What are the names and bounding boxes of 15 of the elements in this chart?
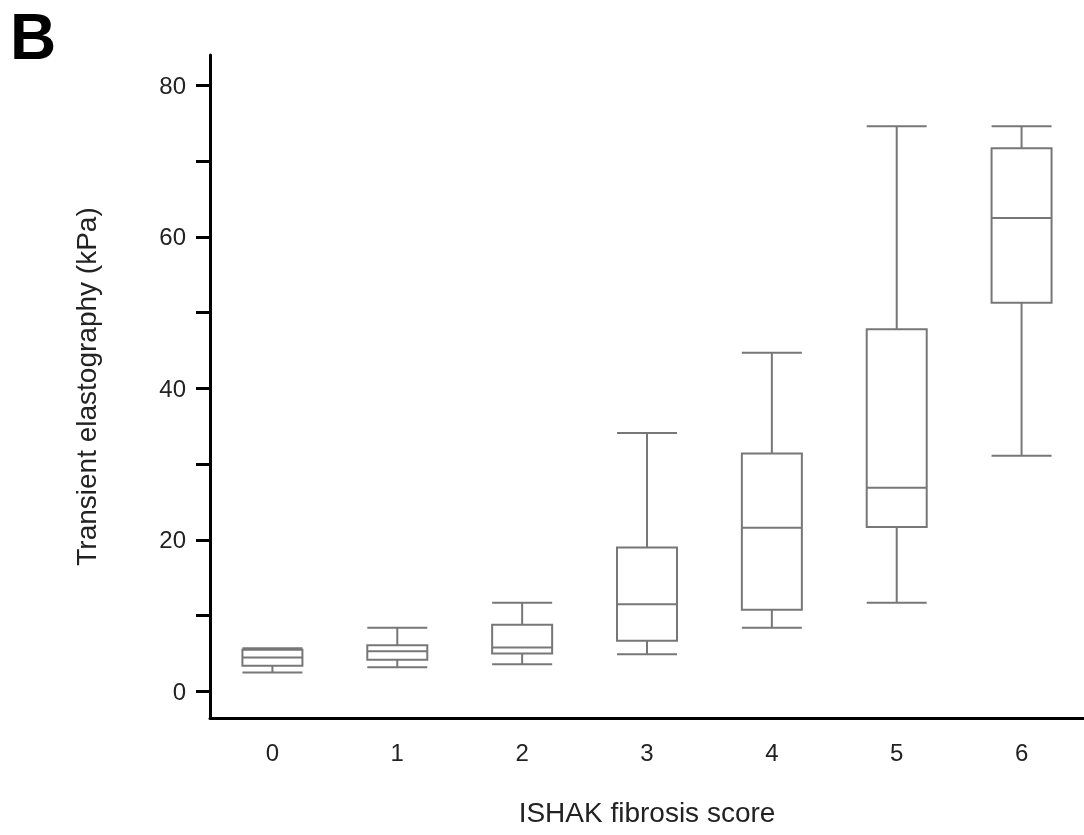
y-tick-label: 0 xyxy=(172,677,186,705)
x-tick-label: 0 xyxy=(265,738,280,766)
x-tick-label: 6 xyxy=(1014,738,1029,766)
x-tick-label: 4 xyxy=(765,738,779,766)
x-tick-label: 2 xyxy=(515,738,529,766)
x-tick-label: 3 xyxy=(640,738,654,766)
y-axis-title: Transient elastography (kPa) xyxy=(70,207,102,566)
y-tick-label: 60 xyxy=(159,223,186,251)
y-tick-label: 80 xyxy=(159,71,186,99)
y-tick-label: 20 xyxy=(159,526,186,554)
x-tick-label: 5 xyxy=(890,738,904,766)
x-tick-label: 1 xyxy=(390,738,404,766)
x-axis-title: ISHAK fibrosis score xyxy=(518,796,776,828)
text: B xyxy=(10,1,57,73)
y-tick-label: 40 xyxy=(159,374,186,402)
